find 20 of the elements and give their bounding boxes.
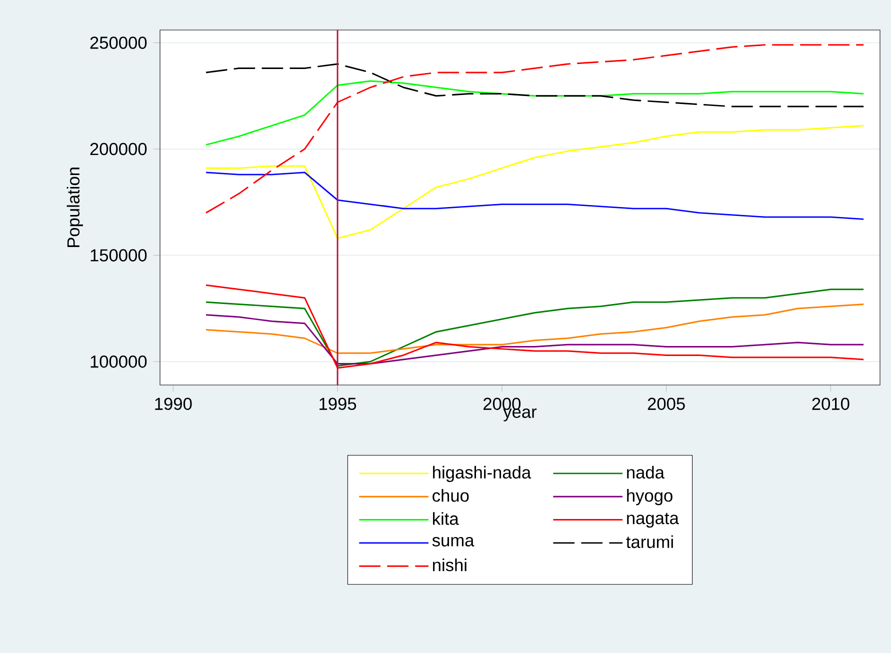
x-tick-label: 1990 [155, 398, 192, 410]
x-tick-label: 2005 [648, 398, 685, 410]
legend-label: chuo [432, 489, 469, 502]
y-tick-label: 100000 [90, 355, 147, 368]
legend-label: kita [433, 512, 459, 525]
legend-label: higashi-nada [433, 466, 532, 482]
legend-label: hyogo [627, 489, 672, 506]
x-tick-label: 2000 [484, 398, 521, 410]
legend-label: nada [627, 466, 664, 479]
y-tick-label: 150000 [90, 249, 147, 262]
legend-label: tarumi [626, 535, 673, 548]
x-tick-label: 2010 [812, 398, 850, 410]
x-tick-label: 1995 [320, 398, 356, 410]
y-axis-title: Population [66, 168, 83, 248]
y-tick-label: 200000 [90, 142, 147, 156]
y-tick-label: 250000 [90, 36, 147, 49]
legend-label: suma [432, 536, 474, 546]
legend-label: nagata [627, 512, 679, 528]
legend-label: nishi [433, 558, 466, 572]
x-axis-title: year [503, 408, 537, 422]
